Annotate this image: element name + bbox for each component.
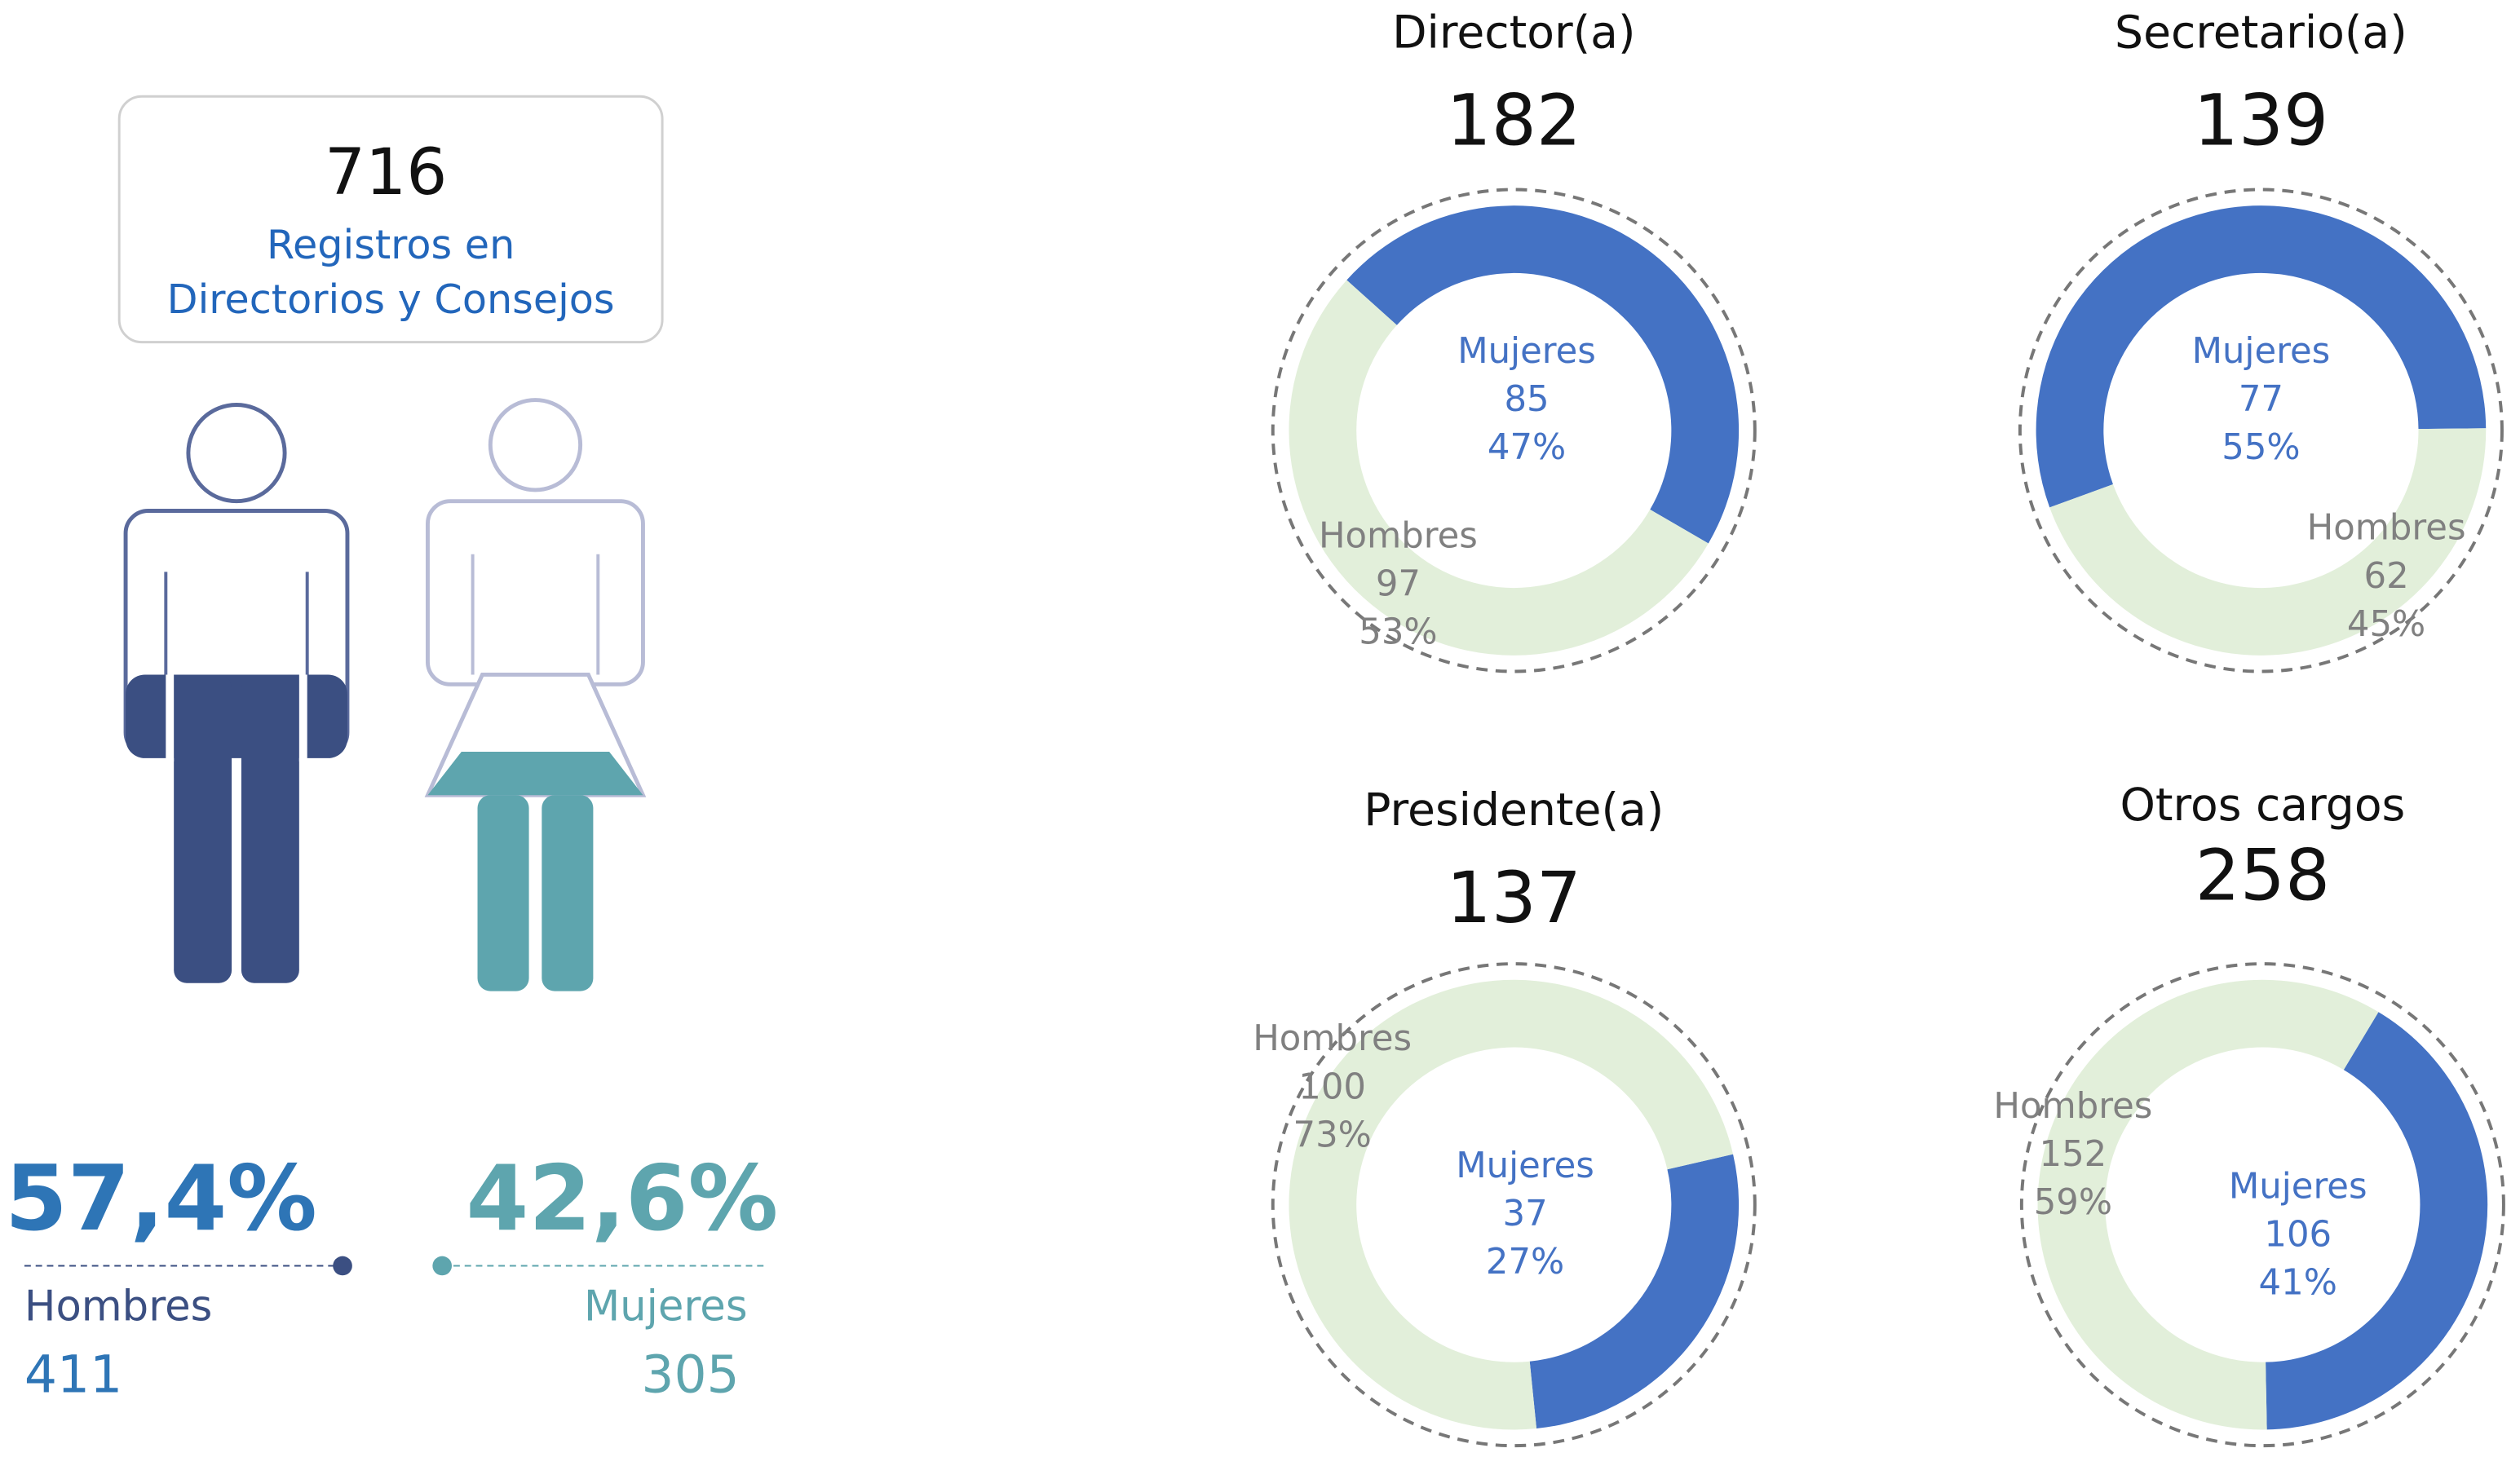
segment-count: 100 <box>1298 1066 1366 1107</box>
segment-percent: 53% <box>1359 612 1437 653</box>
dashed-ring <box>1271 962 1757 1448</box>
segment-percent: 59% <box>2034 1182 2112 1223</box>
segment-percent: 27% <box>1486 1242 1564 1283</box>
total-box <box>117 95 664 344</box>
segment-name: Mujeres <box>2192 331 2331 372</box>
chart-total: 258 <box>2195 836 2330 917</box>
segment-name: Hombres <box>2307 508 2466 549</box>
chart-title: Director(a) <box>1392 7 1635 59</box>
segment-name: Hombres <box>1993 1086 2152 1127</box>
women-percent: 42,6% <box>466 1147 778 1252</box>
chart-total: 182 <box>1447 81 1581 162</box>
total-value: 716 <box>325 135 447 210</box>
chart-title: Secretario(a) <box>2115 7 2407 59</box>
chart-total: 137 <box>1447 858 1581 939</box>
donut-segment <box>1529 1154 1740 1429</box>
total-label: Registros en <box>267 221 515 268</box>
men-label: Hombres <box>24 1283 212 1331</box>
chart-total: 139 <box>2194 81 2328 162</box>
women-count: 305 <box>641 1344 739 1404</box>
donut-segment <box>1346 205 1740 544</box>
chart-title: Presidente(a) <box>1364 784 1664 837</box>
dashed-ring <box>2019 962 2505 1448</box>
donut-segment <box>2037 979 2379 1430</box>
segment-percent: 45% <box>2347 604 2425 645</box>
women-label: Mujeres <box>584 1283 748 1331</box>
segment-count: 97 <box>1376 564 1421 605</box>
donut-segment <box>2036 205 2487 508</box>
dashed-ring <box>2018 188 2504 673</box>
segment-count: 85 <box>1504 379 1549 420</box>
segment-percent: 55% <box>2222 427 2300 468</box>
segment-name: Mujeres <box>1457 331 1596 372</box>
donut-segment <box>1289 280 1709 656</box>
dashed-ring <box>1271 188 1757 673</box>
segment-count: 62 <box>2364 556 2409 597</box>
segment-count: 77 <box>2239 379 2283 420</box>
segment-count: 106 <box>2264 1215 2332 1256</box>
woman-figure <box>424 398 647 991</box>
segment-percent: 73% <box>1293 1115 1372 1155</box>
women-dot <box>432 1256 453 1276</box>
donut-segment <box>2049 428 2487 656</box>
men-count: 411 <box>24 1344 122 1404</box>
segment-name: Hombres <box>1319 516 1478 557</box>
segment-percent: 47% <box>1488 427 1566 468</box>
chart-title: Otros cargos <box>2120 779 2405 832</box>
segment-name: Hombres <box>1253 1018 1412 1059</box>
segment-name: Mujeres <box>1456 1146 1594 1186</box>
donut-segment <box>2266 1012 2488 1430</box>
segment-percent: 41% <box>2259 1263 2337 1304</box>
segment-count: 152 <box>2040 1134 2107 1175</box>
man-figure <box>123 403 350 983</box>
donut-segment <box>1289 979 1734 1430</box>
men-dot <box>333 1256 352 1276</box>
total-label: Directorios y Consejos <box>167 276 615 323</box>
men-percent: 57,4% <box>5 1147 317 1252</box>
segment-name: Mujeres <box>2229 1166 2367 1207</box>
segment-count: 37 <box>1503 1194 1548 1234</box>
